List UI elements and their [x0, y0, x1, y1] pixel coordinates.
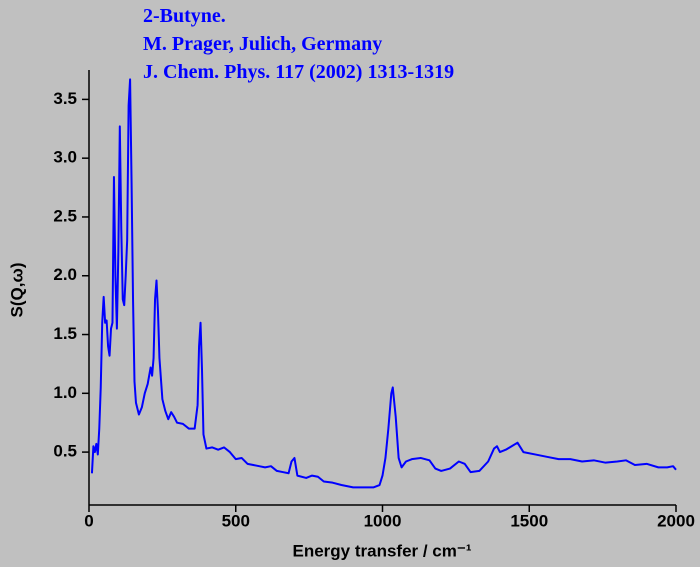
- x-axis-label: Energy transfer / cm⁻¹: [292, 541, 471, 560]
- x-tick-label: 0: [84, 511, 93, 530]
- x-tick-label: 500: [222, 511, 250, 530]
- title-line: 2-Butyne.: [143, 5, 226, 27]
- y-tick-label: 1.0: [53, 383, 77, 402]
- y-tick-label: 0.5: [53, 442, 77, 461]
- y-tick-label: 3.0: [53, 148, 77, 167]
- y-axis-label: S(Q,ω): [7, 263, 26, 318]
- x-tick-label: 2000: [657, 511, 695, 530]
- title-line: M. Prager, Julich, Germany: [143, 33, 382, 55]
- x-tick-label: 1500: [510, 511, 548, 530]
- y-tick-label: 2.0: [53, 265, 77, 284]
- title-line: J. Chem. Phys. 117 (2002) 1313-1319: [143, 61, 454, 83]
- data-line: [90, 78, 677, 489]
- y-tick-label: 1.5: [53, 324, 77, 343]
- y-tick-label: 2.5: [53, 206, 77, 225]
- y-tick-label: 3.5: [53, 89, 77, 108]
- x-tick-label: 1000: [364, 511, 402, 530]
